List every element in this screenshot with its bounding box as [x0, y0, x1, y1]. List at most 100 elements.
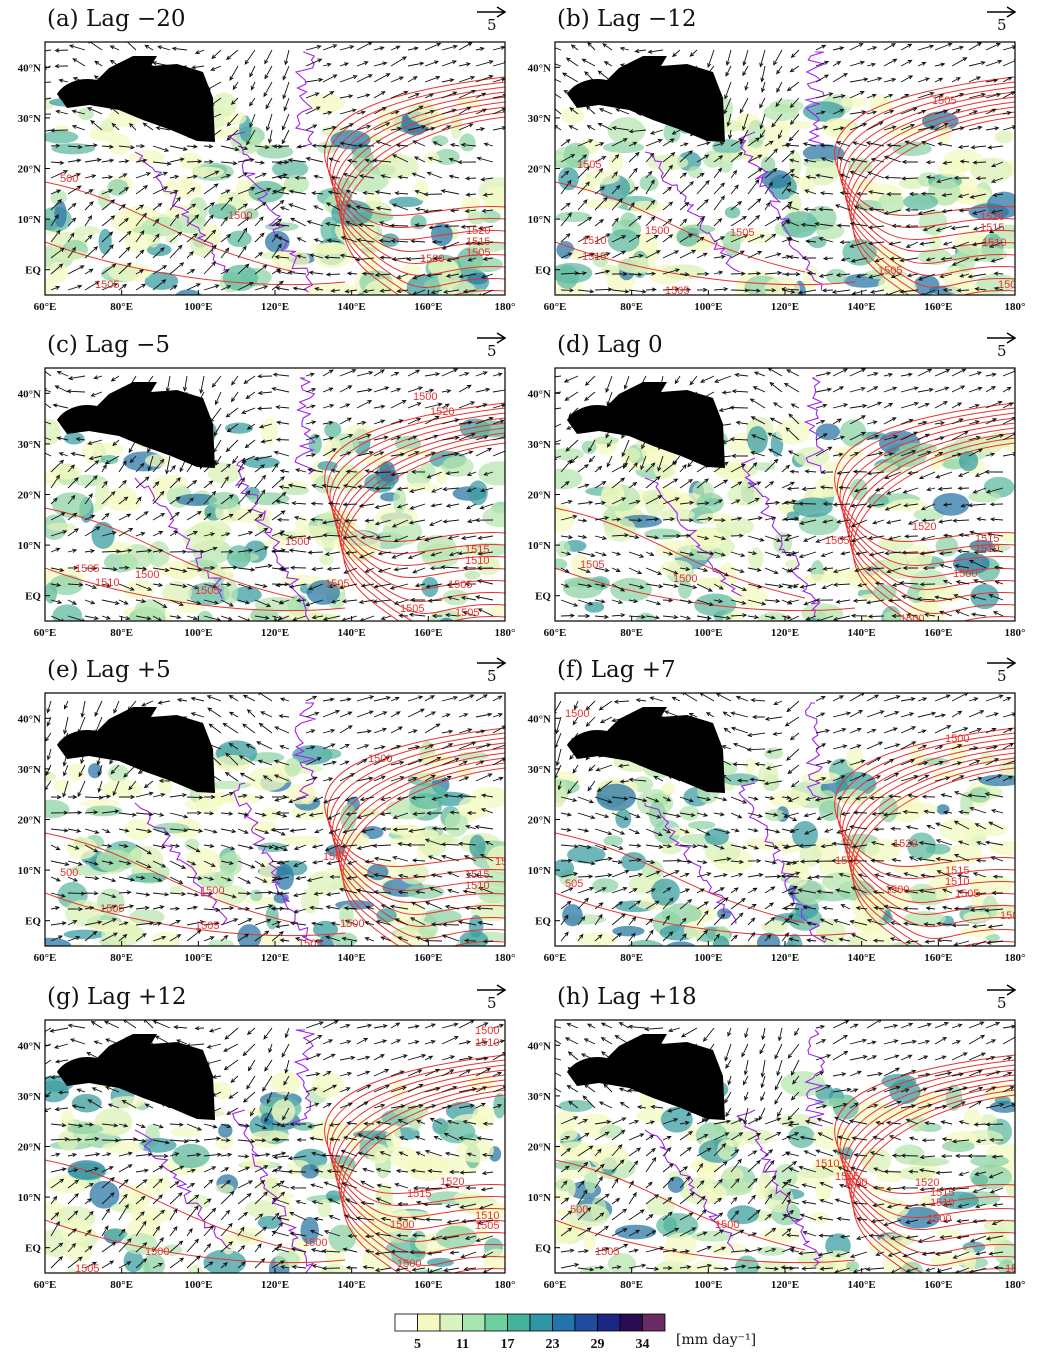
precip-shade	[771, 120, 815, 130]
precip-shade	[963, 1109, 982, 1127]
height-contour	[555, 1054, 1015, 1273]
precip-shade	[66, 837, 98, 860]
y-tick-label: 40°N	[18, 62, 41, 74]
reference-label: 5	[487, 667, 497, 685]
precip-shade	[309, 242, 350, 255]
precip-shade	[467, 211, 486, 225]
precip-shade	[191, 520, 232, 540]
precip-shade	[46, 522, 77, 531]
y-tick-label: 10°N	[18, 865, 41, 877]
precip-shade	[760, 156, 776, 174]
precip-shade	[851, 567, 880, 584]
precip-shade	[153, 822, 189, 834]
y-tick-label: 30°N	[18, 1091, 41, 1103]
map-area: 1500151015201515151015051500150015001500…	[45, 1020, 505, 1273]
precip-shade	[764, 1184, 794, 1213]
precip-shade	[936, 160, 967, 178]
precip-shade	[941, 1140, 975, 1153]
precip-shade	[342, 831, 370, 848]
map-panel: 1500151015201515151015051500150015001500…	[18, 984, 516, 1291]
precip-shade	[607, 1253, 636, 1273]
precip-shade	[874, 1197, 910, 1220]
precip-shade	[860, 1147, 892, 1174]
precip-shade	[394, 435, 422, 452]
precip-shade	[215, 1133, 234, 1151]
precip-shade	[556, 1207, 570, 1217]
x-tick-label: 140°E	[848, 1279, 876, 1291]
precip-shade	[158, 560, 203, 579]
colorbar-label: 23	[546, 1337, 560, 1352]
precip-shade	[185, 847, 222, 876]
precip-shade	[756, 1246, 787, 1256]
precip-shade	[280, 614, 293, 621]
precip-shade	[558, 167, 579, 191]
precip-shade	[179, 152, 203, 170]
precip-shade	[263, 1177, 279, 1198]
panel-title: (c) Lag −5	[47, 332, 170, 358]
precip-shade	[243, 456, 280, 469]
contour-label: 1510	[975, 543, 999, 555]
x-tick-label: 160°E	[414, 952, 442, 964]
x-tick-label: 140°E	[848, 952, 876, 964]
precip-shade	[230, 1226, 264, 1245]
precip-shade	[555, 505, 575, 533]
panel-title: (h) Lag +18	[557, 984, 697, 1010]
contour-label: 1510	[475, 1037, 499, 1049]
precip-shade	[778, 1113, 818, 1129]
x-tick-label: 160°E	[414, 301, 442, 313]
precip-shade	[66, 1123, 104, 1135]
precip-shade	[623, 447, 641, 462]
precip-shade	[421, 576, 439, 598]
x-tick-label: 180°	[495, 301, 516, 313]
precip-shade	[717, 908, 732, 920]
precip-shade	[404, 918, 421, 933]
precip-shade	[961, 925, 996, 938]
y-tick-label: 20°N	[528, 1142, 551, 1154]
precip-shade	[978, 774, 1015, 787]
precip-shade	[970, 1154, 1009, 1168]
precip-shade	[485, 605, 505, 616]
precip-shade	[850, 914, 885, 931]
precip-shade	[704, 828, 729, 846]
precip-shade	[100, 455, 119, 465]
precip-shade	[66, 1268, 78, 1273]
precip-shade	[899, 802, 938, 816]
reference-arrow	[987, 984, 1017, 996]
precip-shade	[248, 180, 285, 203]
precip-shade	[209, 780, 252, 790]
precip-shade	[243, 208, 259, 220]
precip-shade	[430, 223, 453, 246]
precip-shade	[775, 418, 811, 445]
y-tick-label: EQ	[535, 265, 551, 277]
x-tick-label: 80°E	[620, 952, 643, 964]
precip-shade	[811, 488, 834, 498]
precip-shade	[404, 884, 445, 899]
y-tick-label: 40°N	[528, 713, 551, 725]
precip-shade	[45, 799, 70, 819]
contour-label: 1500	[228, 210, 252, 222]
precip-shade	[127, 845, 164, 873]
precip-shade	[980, 1114, 998, 1127]
precip-shade	[284, 174, 310, 194]
precip-shade	[908, 1157, 950, 1167]
precip-shade	[470, 1201, 505, 1219]
precip-shade	[469, 542, 505, 557]
contour-label: 1515	[930, 1187, 954, 1199]
precip-shade	[846, 934, 863, 946]
precip-shade	[271, 248, 310, 271]
precip-shade	[431, 135, 449, 146]
precip-shade	[105, 1228, 128, 1241]
y-tick-label: EQ	[25, 916, 41, 928]
x-tick-label: 160°E	[924, 1279, 952, 1291]
precip-shade	[683, 920, 705, 940]
precip-shade	[408, 783, 449, 810]
precip-shade	[282, 485, 310, 496]
contour-label: 1520	[466, 225, 490, 237]
precip-shade	[918, 248, 952, 266]
y-tick-label: 20°N	[528, 815, 551, 827]
contour-label: 1500	[285, 536, 309, 548]
precip-shade	[94, 1108, 133, 1137]
x-tick-label: 60°E	[34, 952, 57, 964]
y-tick-label: 30°N	[528, 439, 551, 451]
